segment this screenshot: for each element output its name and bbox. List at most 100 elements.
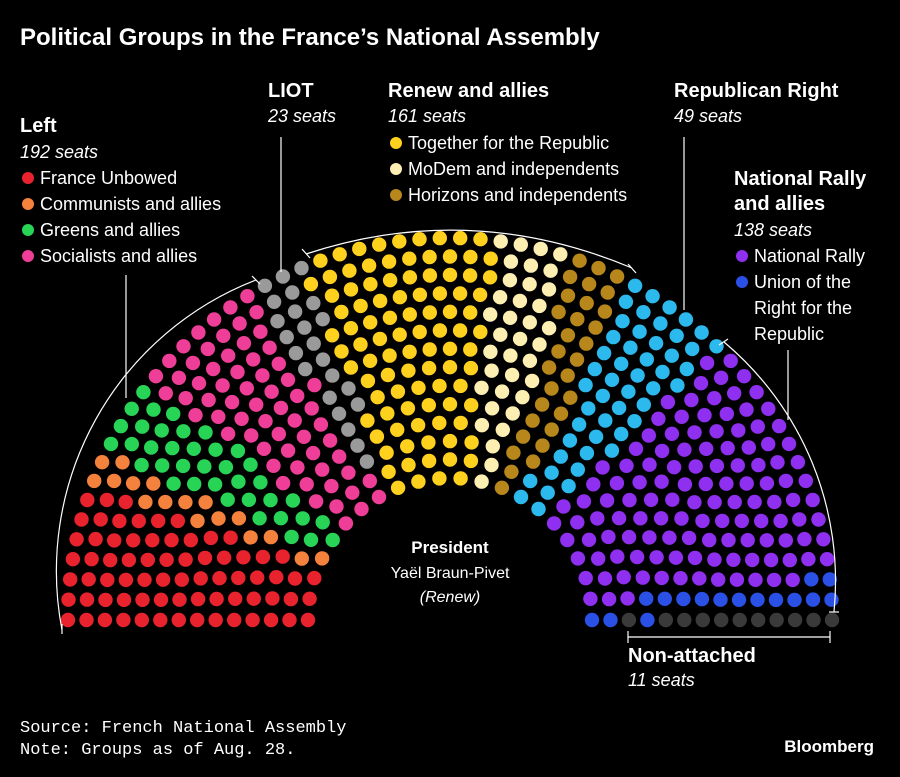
seat-france-unbowed: [170, 513, 185, 529]
seat-communists-and-allies: [314, 551, 330, 566]
seat-liot: [359, 454, 375, 469]
seat-national-rally: [819, 552, 835, 567]
seat-france-unbowed: [153, 592, 169, 607]
seat-communists-and-allies: [87, 473, 102, 489]
seat-socialists-and-allies: [200, 341, 215, 357]
seat-communists-and-allies: [198, 495, 213, 510]
seat-republican-right: [523, 473, 538, 489]
seat-france-unbowed: [107, 533, 122, 548]
seat-republican-right: [627, 414, 642, 429]
bloomberg-logo: Bloomberg: [784, 737, 874, 756]
seat-national-rally: [785, 572, 800, 588]
seat-national-rally: [697, 408, 712, 423]
seat-together-for-the-republic: [392, 327, 407, 342]
seat-socialists-and-allies: [188, 408, 203, 423]
seat-non-attached: [787, 612, 803, 628]
seat-horizons-and-independents: [600, 285, 615, 300]
seat-national-rally: [578, 570, 593, 586]
seat-together-for-the-republic: [463, 305, 478, 320]
legend-dot-socialists: [22, 250, 34, 262]
seat-together-for-the-republic: [402, 270, 418, 285]
seat-together-for-the-republic: [360, 413, 375, 428]
group-name-rn-line1: National Rally: [734, 168, 867, 190]
seat-national-rally: [665, 492, 680, 507]
seat-france-unbowed: [287, 571, 303, 586]
seat-socialists-and-allies: [253, 324, 268, 339]
rn-bracket-start: [718, 338, 729, 346]
seat-national-rally: [641, 428, 656, 443]
seat-socialists-and-allies: [223, 300, 238, 315]
seat-socialists-and-allies: [201, 392, 216, 408]
group-name-non-attached: Non-attached: [628, 645, 756, 667]
seat-national-rally: [660, 394, 676, 410]
seat-together-for-the-republic: [313, 253, 328, 268]
seat-national-rally: [761, 436, 776, 452]
seat-national-rally: [801, 551, 816, 567]
seat-together-for-the-republic: [432, 230, 447, 246]
seat-national-rally: [727, 494, 742, 510]
seat-france-unbowed: [126, 533, 141, 548]
seat-non-attached: [658, 612, 673, 628]
seat-together-for-the-republic: [442, 304, 458, 319]
seat-horizons-and-independents: [588, 320, 603, 335]
seat-france-unbowed: [190, 591, 206, 607]
seat-modem-and-independents: [513, 237, 528, 252]
seat-national-rally: [759, 533, 774, 548]
seat-together-for-the-republic: [421, 435, 436, 450]
seat-greens-and-allies: [155, 458, 170, 473]
seat-modem-and-independents: [532, 337, 547, 352]
seat-together-for-the-republic: [421, 398, 436, 413]
seat-modem-and-independents: [502, 310, 518, 325]
seat-together-for-the-republic: [324, 328, 340, 343]
seat-france-unbowed: [193, 571, 208, 586]
seat-communists-and-allies: [138, 494, 153, 510]
seat-socialists-and-allies: [290, 460, 305, 475]
seat-socialists-and-allies: [280, 443, 296, 458]
seat-national-rally: [601, 529, 616, 545]
seat-national-rally: [628, 441, 644, 456]
seat-national-rally: [723, 353, 738, 369]
seat-republican-right: [685, 341, 700, 357]
group-name-republican-right: Republican Right: [674, 80, 839, 102]
seat-together-for-the-republic: [390, 422, 405, 437]
seat-communists-and-allies: [158, 494, 173, 510]
seat-together-for-the-republic: [412, 232, 427, 247]
seat-national-rally: [798, 473, 813, 489]
seat-socialists-and-allies: [249, 305, 264, 320]
seat-national-rally: [687, 495, 702, 510]
seat-together-for-the-republic: [363, 315, 378, 330]
seat-socialists-and-allies: [266, 458, 281, 473]
seat-together-for-the-republic: [343, 282, 359, 297]
seat-socialists-and-allies: [256, 441, 272, 456]
seat-republican-right: [669, 328, 684, 343]
seat-together-for-the-republic: [382, 310, 398, 325]
seat-together-for-the-republic: [452, 286, 468, 301]
seat-non-attached: [751, 612, 766, 628]
seat-national-rally: [692, 571, 707, 586]
seat-greens-and-allies: [252, 511, 267, 526]
seat-together-for-the-republic: [452, 323, 468, 338]
seat-national-rally: [771, 418, 787, 434]
seat-republican-right: [679, 361, 694, 377]
rn-bracket: [723, 341, 837, 613]
seat-france-unbowed: [118, 572, 134, 588]
legend-dot-communists: [22, 198, 34, 210]
seat-national-rally: [619, 458, 634, 473]
legend-communists: Communists and allies: [40, 194, 221, 214]
seat-together-for-the-republic: [473, 324, 488, 340]
seat-union-of-the-right-for-the-republic: [805, 592, 821, 607]
seat-greens-and-allies: [165, 440, 180, 456]
seat-national-rally: [677, 477, 693, 492]
seat-liot: [306, 295, 321, 311]
seat-national-rally: [591, 551, 606, 566]
legend-dot-together: [390, 137, 402, 149]
seat-modem-and-independents: [522, 353, 538, 368]
seat-greens-and-allies: [197, 459, 212, 474]
seat-together-for-the-republic: [379, 445, 394, 460]
seat-non-attached: [769, 612, 784, 628]
seat-together-for-the-republic: [412, 287, 428, 302]
seat-together-for-the-republic: [442, 360, 458, 375]
seat-national-rally: [785, 492, 801, 508]
seat-republican-right: [571, 417, 587, 432]
seat-modem-and-independents: [504, 367, 520, 383]
